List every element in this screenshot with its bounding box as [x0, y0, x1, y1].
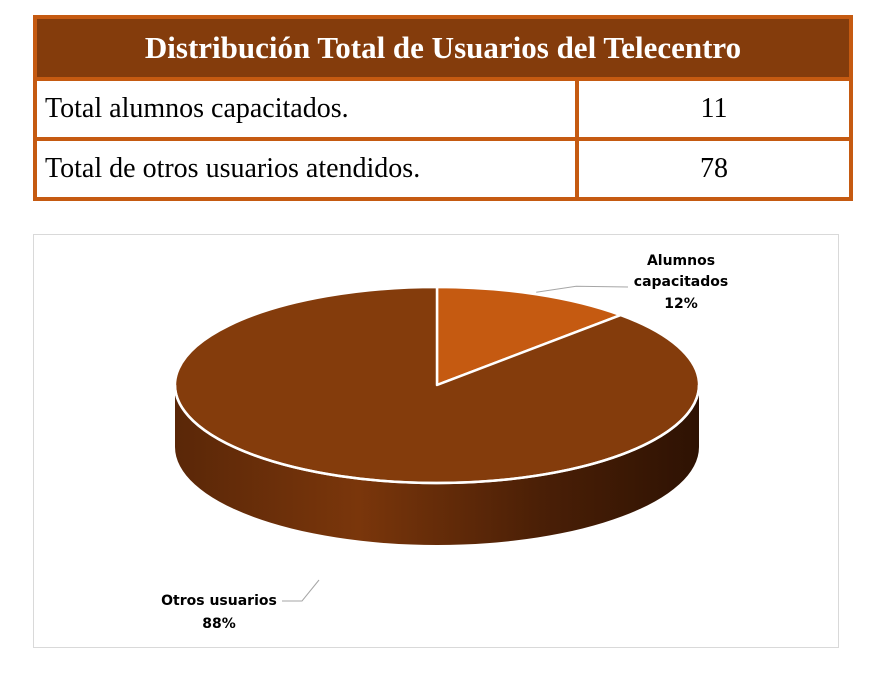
pie-top — [173, 285, 701, 485]
label-alumnos-percent: 12% — [664, 296, 698, 312]
pie-chart: Alumnos capacitados 12% Otros usuarios 8… — [33, 234, 839, 648]
pie-leaders — [282, 285, 629, 602]
row-label: Total de otros usuarios atendidos. — [33, 137, 579, 201]
pie-rim — [173, 384, 701, 485]
row-value: 11 — [575, 77, 853, 141]
leader-line-otros — [282, 579, 320, 602]
label-otros-line1: Otros usuarios — [161, 593, 277, 609]
users-table: Distribución Total de Usuarios del Telec… — [33, 15, 853, 201]
pie-side — [175, 385, 699, 545]
row-label: Total alumnos capacitados. — [33, 77, 579, 141]
table-row: Total de otros usuarios atendidos. 78 — [33, 137, 853, 201]
table-row: Total alumnos capacitados. 11 — [33, 77, 853, 141]
label-otros-percent: 88% — [202, 616, 236, 632]
pie-slice-otros — [173, 285, 701, 485]
label-alumnos-line2: capacitados — [634, 274, 728, 290]
pie-slice-alumnos — [435, 285, 622, 387]
leader-line-alumnos — [536, 285, 629, 293]
pie-side-wall — [175, 385, 699, 545]
row-value: 78 — [575, 137, 853, 201]
table-title: Distribución Total de Usuarios del Telec… — [33, 15, 853, 81]
pie-chart-svg: Alumnos capacitados 12% Otros usuarios 8… — [161, 253, 728, 632]
label-alumnos-line1: Alumnos — [647, 253, 715, 269]
